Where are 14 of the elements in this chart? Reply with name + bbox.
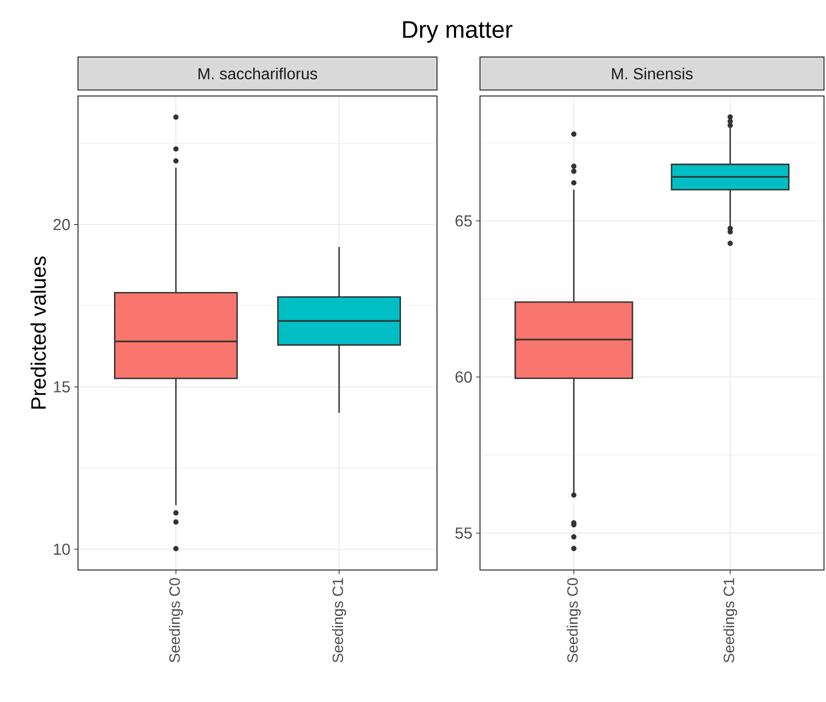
chart-subtitle: M. Sinensis [612, 68, 693, 80]
y-tick-label: 65 [456, 215, 472, 227]
y-tick-label: 60 [456, 371, 472, 383]
chart-title: Dry matter [403, 21, 512, 43]
x-tick-label: Seedings C1 [723, 578, 738, 662]
x-tick-label: Seedings C1 [332, 578, 346, 662]
x-tick-label: Seedings C0 [168, 578, 183, 662]
y-axis-title: Predicted values [30, 256, 46, 409]
x-tick-label: Seedings C0 [566, 578, 581, 662]
y-tick-label: 55 [455, 528, 472, 539]
y-tick-label: 10 [54, 544, 70, 555]
chart-subtitle: M. sacchariflorus [198, 68, 318, 80]
y-tick-label: 15 [54, 381, 70, 392]
y-tick-label: 20 [54, 218, 70, 230]
